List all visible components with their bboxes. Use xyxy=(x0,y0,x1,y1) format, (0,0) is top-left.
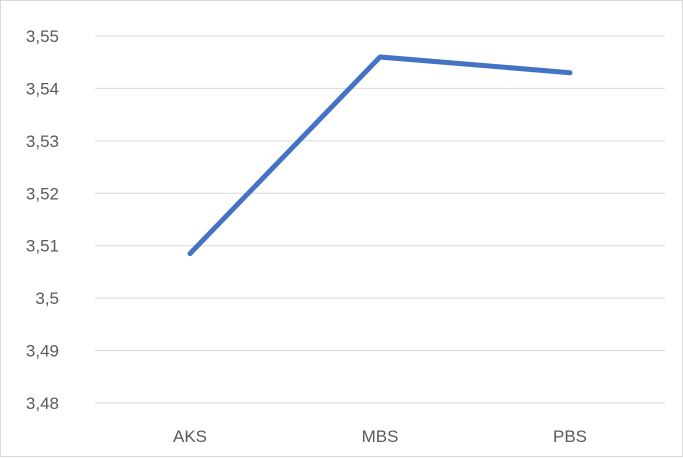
y-tick-label: 3,55 xyxy=(26,27,59,46)
y-tick-label: 3,5 xyxy=(35,289,59,308)
series-line xyxy=(190,57,570,254)
y-tick-label: 3,53 xyxy=(26,132,59,151)
y-tick-label: 3,48 xyxy=(26,394,59,413)
y-tick-label: 3,54 xyxy=(26,79,59,98)
x-tick-label: AKS xyxy=(173,427,207,446)
x-tick-label: PBS xyxy=(553,427,587,446)
y-tick-label: 3,52 xyxy=(26,184,59,203)
x-tick-label: MBS xyxy=(362,427,399,446)
y-tick-label: 3,51 xyxy=(26,237,59,256)
y-tick-label: 3,49 xyxy=(26,342,59,361)
